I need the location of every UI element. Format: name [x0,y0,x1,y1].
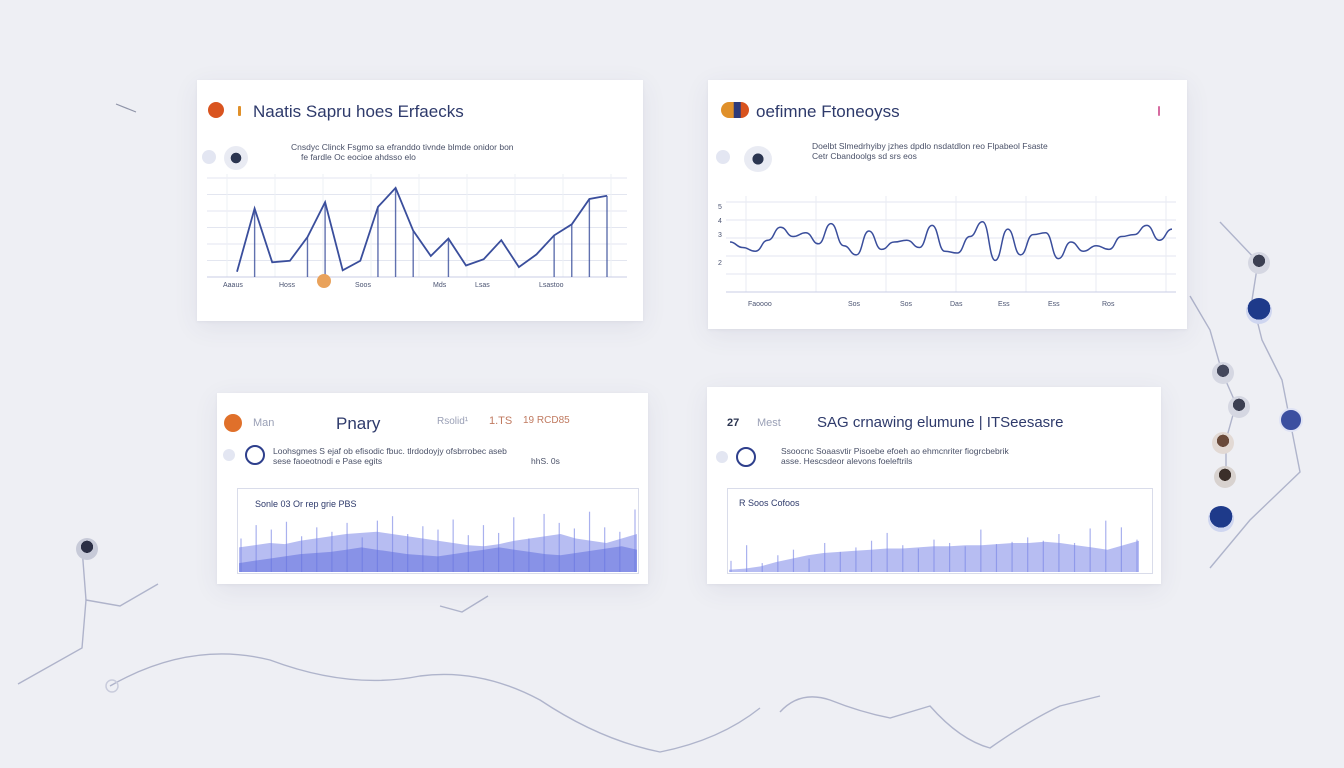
person-avatar-5 [1228,396,1250,418]
link-icon[interactable] [245,445,265,465]
chart-panel-label: Sonle 03 Or rep grie PBS [255,499,357,509]
x-tick: Ros [1102,301,1115,308]
chart-panel [237,488,639,574]
avatar-placeholder [716,451,728,463]
x-tick: Sos [848,301,861,308]
card-label-left-2: Mest [757,417,781,429]
chart-card-2: oefimne Ftoneoyss Doelbt Slmedrhyiby jzh… [708,80,1187,329]
y-tick: 4 [718,218,722,225]
y-tick: 3 [718,232,722,239]
x-tick: Aaaus [223,282,243,289]
chart-panel [727,488,1153,574]
chart-card-4: 27 Mest SAG crnawing elumune | ITSeesasr… [707,387,1161,584]
person-avatar-3 [1246,298,1272,324]
card-label-left-1: 27 [727,417,740,429]
line-chart-1 [207,174,627,278]
card-subtitle-line-1: Loohsgmes S ejaf ob efisodic fbuc. tlrdo… [273,446,507,456]
card-title: Naatis Sapru hoes Erfaecks [253,102,464,121]
link-icon[interactable] [736,447,756,467]
user-avatar [744,146,772,172]
x-tick: Hoss [279,282,295,289]
card-subtitle-line-2: asse. Hescsdeor alevons foeleftrils [781,456,913,466]
series-line [729,221,1173,262]
x-tick: Das [950,301,963,308]
card-title: Pnary [336,414,381,433]
card-label-right-3: 19 RCD85 [523,415,570,426]
person-avatar-2 [1248,252,1270,274]
network-node-icon [1279,408,1303,432]
pink-marker-icon [1158,106,1160,116]
x-tick: Faoooo [748,301,772,308]
card-title: oefimne Ftoneoyss [756,102,900,121]
card-label-right-2: 1.TS [489,415,513,427]
card-subtitle-line-2: Cetr Cbandoolgs sd srs eos [812,151,917,161]
area-series [239,546,637,572]
person-avatar-4 [1212,362,1234,384]
x-tick: Lsas [475,282,490,289]
series-line [236,186,608,273]
area-chart-3 [239,509,637,572]
y-tick: 2 [718,260,722,267]
card-subtitle-line-1: Ssoocnc Soaasvtir Pisoebe efoeh ao ehmcn… [781,446,1009,456]
orange-status-icon [208,102,224,118]
card-subtitle-line-2: sese faoeotnodi e Pase egits [273,456,383,466]
person-avatar-8 [1208,506,1234,532]
card-label-left: Man [253,417,275,429]
card-label-right-1: Rsolid¹ [437,416,469,427]
area-series [729,540,1139,572]
person-avatar-1 [76,538,98,560]
avatar-placeholder [223,449,235,461]
x-tick: Ess [998,301,1010,308]
person-avatar-7 [1214,466,1236,488]
orange-marker-icon [238,106,241,116]
person-avatar-6 [1212,432,1234,454]
x-tick: Lsastoo [539,282,564,289]
card-title: SAG crnawing elumune | ITSeesasre [817,414,1064,431]
line-chart-2 [726,196,1176,293]
chart-card-3: Man Pnary Rsolid¹ 1.TS 19 RCD85 Loohsgme… [217,393,648,584]
avatar-placeholder [716,150,730,164]
card-subtitle-line-3: hhS. 0s [531,456,560,466]
user-avatar [224,146,248,170]
area-chart-4 [729,520,1139,572]
x-tick: Mds [433,282,447,289]
chart-card-1: Naatis Sapru hoes Erfaecks Cnsdyc Clinck… [197,80,643,321]
card-subtitle-line-1: Cnsdyc Clinck Fsgmo sa efranddo tivnde b… [291,142,514,152]
y-tick: 5 [718,204,722,211]
orange-highlight-icon [317,274,331,288]
avatar-placeholder [202,150,216,164]
x-tick: Soos [355,282,371,289]
x-tick: Sos [900,301,913,308]
x-tick: Ess [1048,301,1060,308]
chart-panel-label: R Soos Cofoos [739,498,800,508]
brand-logo-icon [721,102,749,118]
card-subtitle-line-1: Doelbt Slmedrhyiby jzhes dpdlo nsdatdlon… [812,141,1048,151]
orange-status-icon [224,414,242,432]
card-subtitle-line-2: fe fardle Oc eocioe ahdsso elo [301,152,416,162]
